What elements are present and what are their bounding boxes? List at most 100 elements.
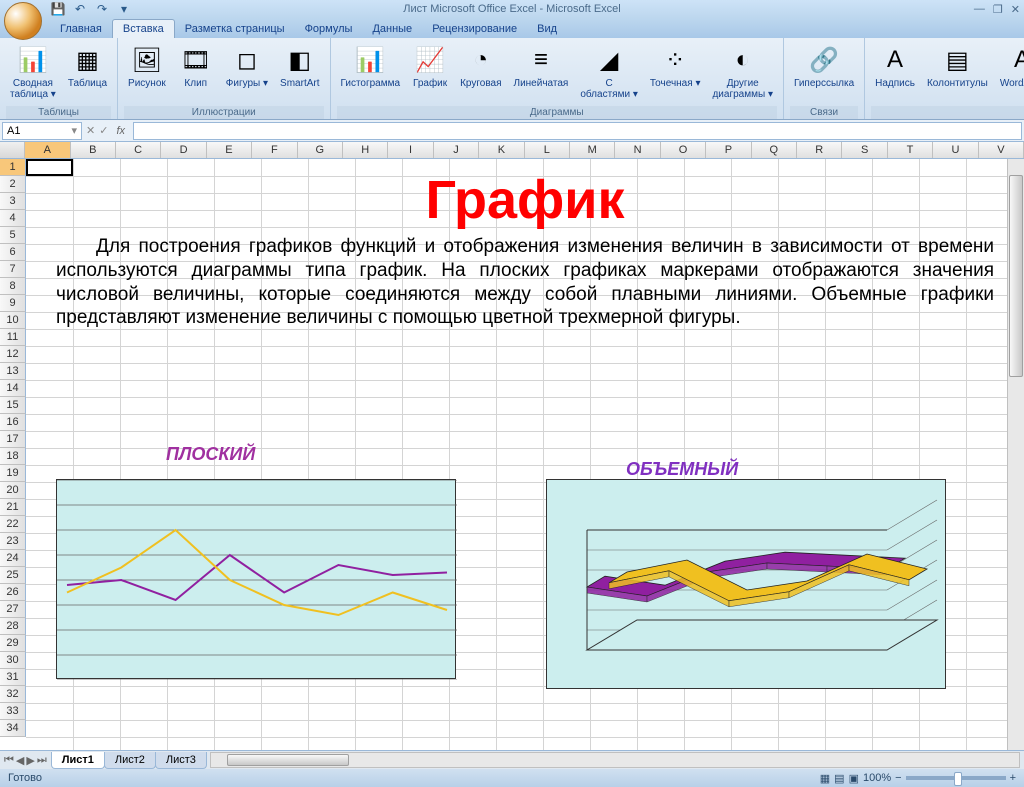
tab-разметка страницы[interactable]: Разметка страницы bbox=[175, 20, 295, 38]
row-header-24[interactable]: 24 bbox=[0, 550, 26, 567]
row-header-3[interactable]: 3 bbox=[0, 193, 26, 210]
col-header-U[interactable]: U bbox=[933, 142, 978, 158]
sheet-tab-Лист1[interactable]: Лист1 bbox=[51, 752, 105, 769]
row-header-2[interactable]: 2 bbox=[0, 176, 26, 193]
col-header-V[interactable]: V bbox=[979, 142, 1024, 158]
col-header-G[interactable]: G bbox=[298, 142, 343, 158]
sheet-nav-next-icon[interactable]: ▶ bbox=[26, 754, 34, 767]
view-layout-icon[interactable]: ▤ bbox=[834, 772, 844, 785]
row-header-34[interactable]: 34 bbox=[0, 720, 26, 737]
area-chart-button[interactable]: ◢С областями ▾ bbox=[576, 42, 642, 102]
sheet-nav-last-icon[interactable]: ⏭ bbox=[37, 754, 47, 767]
sheet-nav-prev-icon[interactable]: ◀ bbox=[16, 754, 24, 767]
row-header-14[interactable]: 14 bbox=[0, 380, 26, 397]
row-header-25[interactable]: 25 bbox=[0, 567, 26, 584]
col-header-S[interactable]: S bbox=[842, 142, 887, 158]
qat-dropdown-icon[interactable]: ▾ bbox=[116, 1, 132, 17]
maximize-icon[interactable]: ❐ bbox=[993, 3, 1003, 16]
picture-button[interactable]: 🖼Рисунок bbox=[124, 42, 170, 91]
zoom-out-icon[interactable]: − bbox=[895, 772, 901, 784]
row-header-16[interactable]: 16 bbox=[0, 414, 26, 431]
col-header-M[interactable]: M bbox=[570, 142, 615, 158]
row-header-11[interactable]: 11 bbox=[0, 329, 26, 346]
col-header-Q[interactable]: Q bbox=[752, 142, 797, 158]
office-button[interactable] bbox=[4, 2, 42, 40]
row-header-19[interactable]: 19 bbox=[0, 465, 26, 482]
bar-chart-button[interactable]: ≡Линейчатая bbox=[510, 42, 573, 91]
tab-вставка[interactable]: Вставка bbox=[112, 19, 175, 38]
row-header-9[interactable]: 9 bbox=[0, 295, 26, 312]
row-header-21[interactable]: 21 bbox=[0, 499, 26, 516]
tab-рецензирование[interactable]: Рецензирование bbox=[422, 20, 527, 38]
col-header-I[interactable]: I bbox=[388, 142, 433, 158]
col-header-N[interactable]: N bbox=[615, 142, 660, 158]
tab-главная[interactable]: Главная bbox=[50, 20, 112, 38]
formula-input[interactable] bbox=[133, 122, 1022, 140]
row-header-28[interactable]: 28 bbox=[0, 618, 26, 635]
fx-icon[interactable]: fx bbox=[112, 125, 129, 137]
hyperlink-button[interactable]: 🔗Гиперссылка bbox=[790, 42, 858, 91]
redo-icon[interactable]: ↷ bbox=[94, 1, 110, 17]
col-header-O[interactable]: O bbox=[661, 142, 706, 158]
select-all-corner[interactable] bbox=[0, 142, 25, 158]
sheet-nav-first-icon[interactable]: ⏮ bbox=[4, 754, 14, 767]
row-header-33[interactable]: 33 bbox=[0, 703, 26, 720]
row-header-4[interactable]: 4 bbox=[0, 210, 26, 227]
sheet-tab-Лист3[interactable]: Лист3 bbox=[155, 752, 207, 769]
minimize-icon[interactable]: — bbox=[974, 3, 985, 16]
row-header-10[interactable]: 10 bbox=[0, 312, 26, 329]
col-header-E[interactable]: E bbox=[207, 142, 252, 158]
col-header-L[interactable]: L bbox=[525, 142, 570, 158]
row-header-22[interactable]: 22 bbox=[0, 516, 26, 533]
view-normal-icon[interactable]: ▦ bbox=[820, 772, 830, 785]
col-header-T[interactable]: T bbox=[888, 142, 933, 158]
textbox-button[interactable]: AНадпись bbox=[871, 42, 919, 91]
tab-вид[interactable]: Вид bbox=[527, 20, 567, 38]
cancel-icon[interactable]: ✕ bbox=[86, 124, 95, 137]
header-footer-button[interactable]: ▤Колонтитулы bbox=[923, 42, 992, 91]
shapes-button[interactable]: ◻Фигуры ▾ bbox=[222, 42, 272, 91]
tab-формулы[interactable]: Формулы bbox=[295, 20, 363, 38]
horizontal-scrollbar[interactable] bbox=[210, 752, 1020, 768]
smartart-button[interactable]: ◧SmartArt bbox=[276, 42, 323, 91]
view-break-icon[interactable]: ▣ bbox=[849, 772, 859, 785]
sheet-tab-Лист2[interactable]: Лист2 bbox=[104, 752, 156, 769]
tab-данные[interactable]: Данные bbox=[362, 20, 422, 38]
zoom-in-icon[interactable]: + bbox=[1010, 772, 1016, 784]
row-header-20[interactable]: 20 bbox=[0, 482, 26, 499]
row-header-17[interactable]: 17 bbox=[0, 431, 26, 448]
line-chart-button[interactable]: 📈График bbox=[408, 42, 452, 91]
row-header-15[interactable]: 15 bbox=[0, 397, 26, 414]
histogram-button[interactable]: 📊Гистограмма bbox=[337, 42, 405, 91]
pivot-table-button[interactable]: 📊Сводная таблица ▾ bbox=[6, 42, 60, 102]
scatter-chart-button[interactable]: ⁘Точечная ▾ bbox=[646, 42, 705, 91]
row-header-1[interactable]: 1 bbox=[0, 159, 26, 176]
other-charts-button[interactable]: ◐Другие диаграммы ▾ bbox=[708, 42, 777, 102]
pie-chart-button[interactable]: ◔Круговая bbox=[456, 42, 505, 91]
col-header-J[interactable]: J bbox=[434, 142, 479, 158]
row-header-18[interactable]: 18 bbox=[0, 448, 26, 465]
table-button[interactable]: ▦Таблица bbox=[64, 42, 111, 91]
close-icon[interactable]: ✕ bbox=[1011, 3, 1020, 16]
row-header-7[interactable]: 7 bbox=[0, 261, 26, 278]
col-header-P[interactable]: P bbox=[706, 142, 751, 158]
row-header-31[interactable]: 31 bbox=[0, 669, 26, 686]
col-header-A[interactable]: A bbox=[25, 142, 70, 158]
save-icon[interactable]: 💾 bbox=[50, 1, 66, 17]
row-header-5[interactable]: 5 bbox=[0, 227, 26, 244]
col-header-R[interactable]: R bbox=[797, 142, 842, 158]
col-header-D[interactable]: D bbox=[161, 142, 206, 158]
row-header-6[interactable]: 6 bbox=[0, 244, 26, 261]
name-box[interactable]: A1▾ bbox=[2, 122, 82, 140]
col-header-H[interactable]: H bbox=[343, 142, 388, 158]
wordart-button[interactable]: AWordArt ▾ bbox=[996, 42, 1024, 91]
row-header-23[interactable]: 23 bbox=[0, 533, 26, 550]
col-header-B[interactable]: B bbox=[71, 142, 116, 158]
zoom-slider[interactable] bbox=[906, 776, 1006, 780]
row-header-8[interactable]: 8 bbox=[0, 278, 26, 295]
col-header-C[interactable]: C bbox=[116, 142, 161, 158]
col-header-F[interactable]: F bbox=[252, 142, 297, 158]
col-header-K[interactable]: K bbox=[479, 142, 524, 158]
undo-icon[interactable]: ↶ bbox=[72, 1, 88, 17]
row-header-27[interactable]: 27 bbox=[0, 601, 26, 618]
